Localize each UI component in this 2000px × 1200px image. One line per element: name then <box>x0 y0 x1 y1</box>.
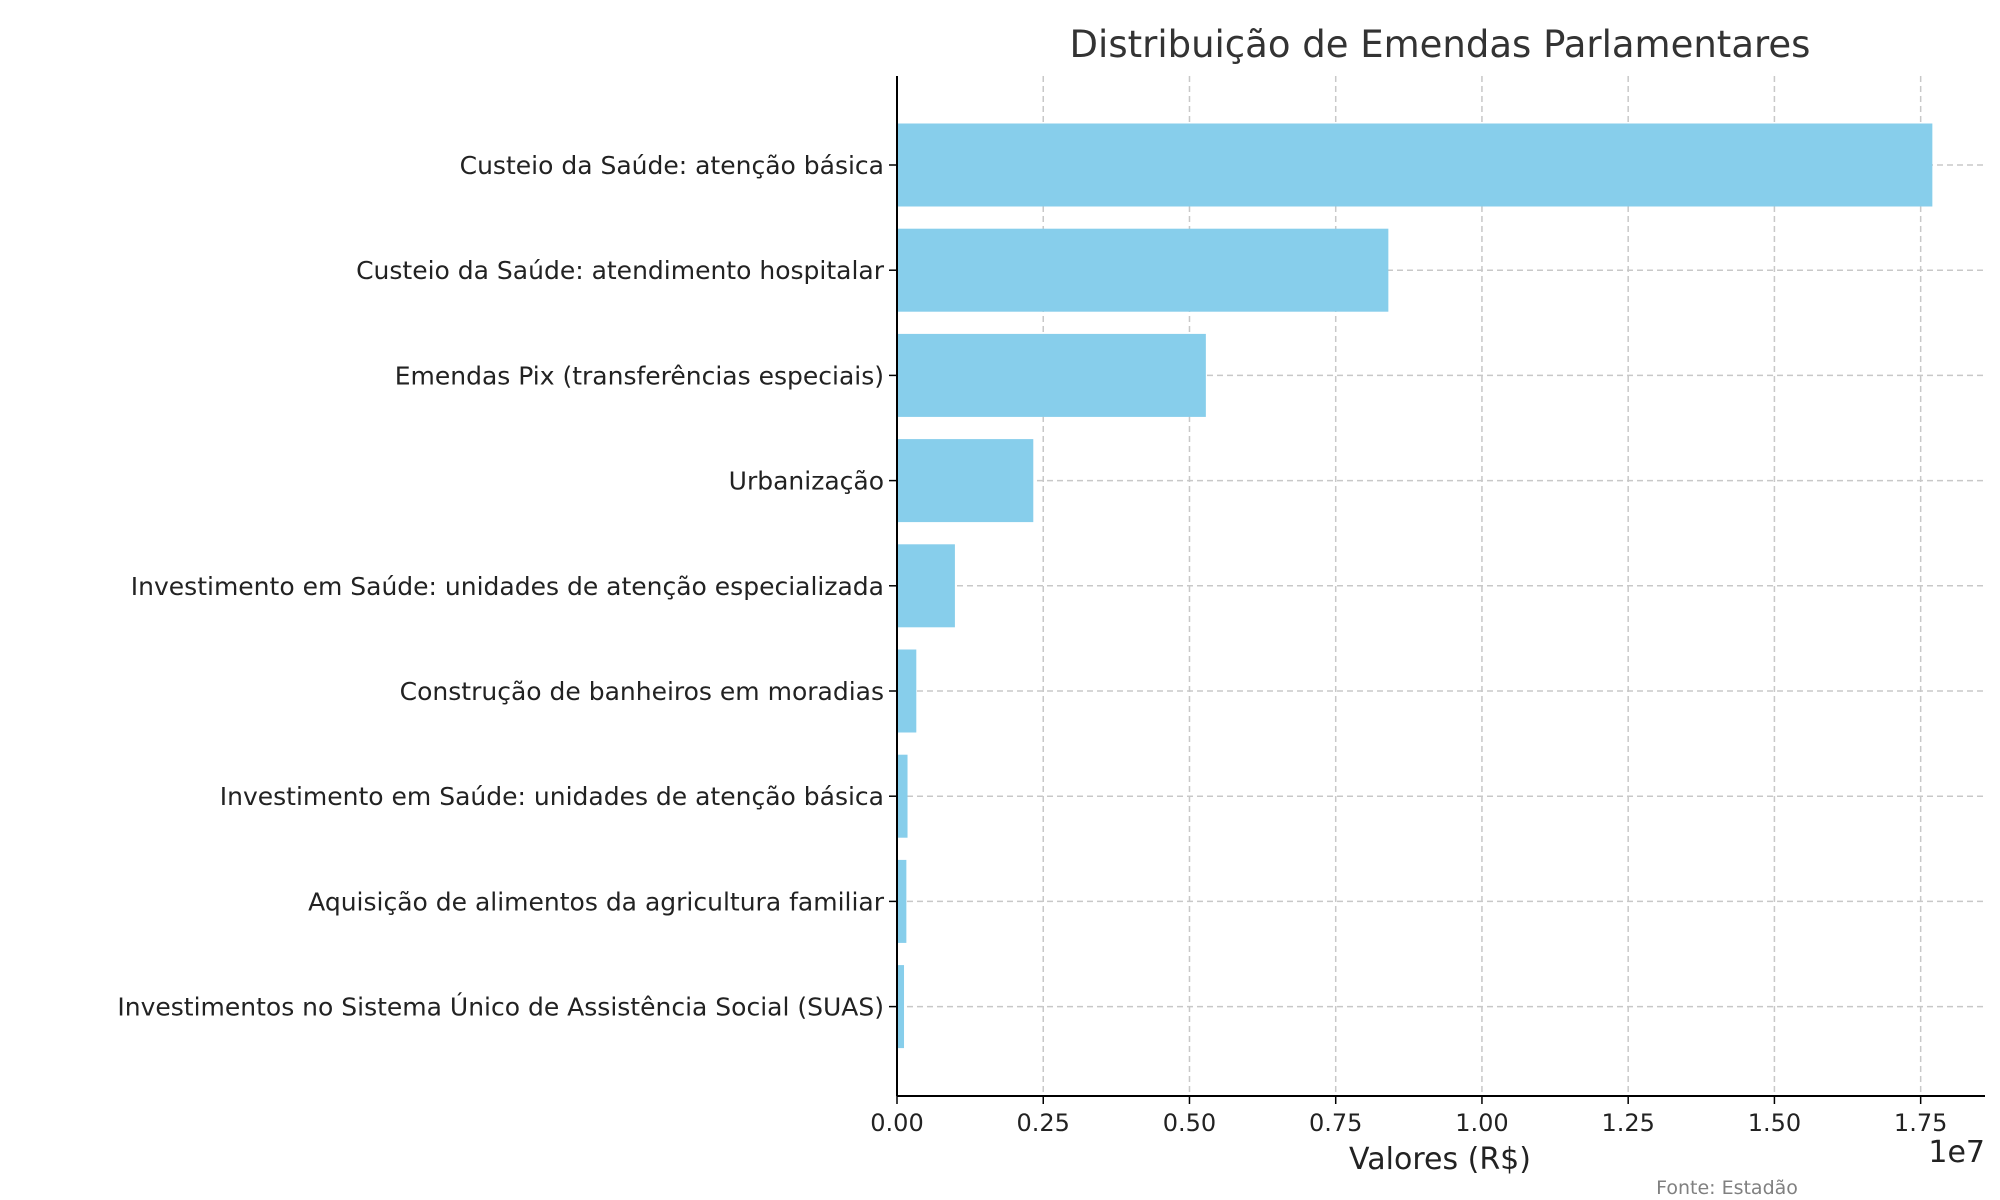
source-note: Fonte: Estadão <box>1656 1177 1798 1199</box>
x-tick-label: 1.75 <box>1894 1109 1947 1137</box>
y-tick-label: Custeio da Saúde: atendimento hospitalar <box>356 256 885 285</box>
x-tick-label: 0.75 <box>1309 1109 1362 1137</box>
bar <box>897 123 1933 207</box>
bars <box>897 123 1933 1049</box>
x-tick-label: 0.25 <box>1017 1109 1070 1137</box>
y-tick-label: Urbanização <box>729 467 884 496</box>
bar <box>897 439 1034 523</box>
bar <box>897 754 908 838</box>
y-tick-label: Custeio da Saúde: atenção básica <box>460 151 884 180</box>
y-tick-label: Emendas Pix (transferências especiais) <box>395 361 884 390</box>
x-tick-label: 0.50 <box>1163 1109 1216 1137</box>
bar <box>897 649 917 733</box>
bar <box>897 965 905 1049</box>
y-tick-label: Aquisição de alimentos da agricultura fa… <box>308 887 885 916</box>
x-tick-label: 1.00 <box>1455 1109 1508 1137</box>
bar <box>897 228 1389 312</box>
x-axis-label: Valores (R$) <box>1349 1142 1531 1177</box>
axes <box>889 76 1985 1104</box>
bar <box>897 859 907 943</box>
chart-title: Distribuição de Emendas Parlamentares <box>1070 23 1811 66</box>
y-tick-label: Investimento em Saúde: unidades de atenç… <box>220 782 884 811</box>
y-tick-label: Construção de banheiros em moradias <box>400 677 884 706</box>
bar <box>897 333 1206 417</box>
bar <box>897 544 955 628</box>
x-axis-offset-label: 1e7 <box>1928 1135 1985 1170</box>
y-tick-label: Investimentos no Sistema Único de Assist… <box>117 992 884 1022</box>
x-tick-label: 1.25 <box>1601 1109 1654 1137</box>
x-tick-label: 1.50 <box>1748 1109 1801 1137</box>
y-tick-labels: Custeio da Saúde: atenção básica Custeio … <box>117 151 884 1022</box>
x-tick-label: 0.00 <box>870 1109 923 1137</box>
y-tick-label: Investimento em Saúde: unidades de atenç… <box>131 572 884 601</box>
x-tick-labels: 0.00 0.25 0.50 0.75 1.00 1.25 1.50 1.75 <box>870 1109 1947 1137</box>
